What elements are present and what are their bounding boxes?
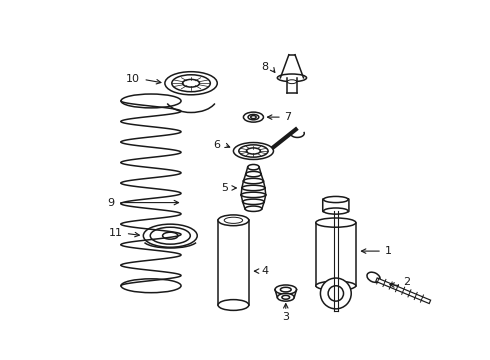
Ellipse shape [316, 218, 356, 227]
Ellipse shape [323, 197, 348, 203]
Ellipse shape [247, 165, 259, 170]
Text: 4: 4 [261, 266, 268, 276]
Ellipse shape [251, 116, 256, 119]
Ellipse shape [248, 114, 259, 120]
Ellipse shape [241, 192, 266, 198]
Ellipse shape [246, 148, 260, 154]
Text: 5: 5 [221, 183, 228, 193]
Ellipse shape [367, 272, 380, 282]
Ellipse shape [320, 278, 351, 309]
Ellipse shape [245, 206, 262, 211]
Ellipse shape [316, 281, 356, 291]
Ellipse shape [150, 227, 190, 244]
Ellipse shape [224, 217, 243, 223]
Ellipse shape [172, 75, 210, 92]
Text: 2: 2 [403, 277, 410, 287]
Ellipse shape [242, 185, 265, 191]
Text: 7: 7 [284, 112, 292, 122]
Ellipse shape [277, 74, 307, 82]
Ellipse shape [121, 94, 181, 108]
Ellipse shape [144, 224, 197, 247]
Text: 10: 10 [125, 75, 140, 84]
Ellipse shape [328, 286, 343, 301]
Text: 3: 3 [282, 311, 289, 321]
Ellipse shape [246, 171, 261, 177]
Ellipse shape [277, 293, 294, 301]
Bar [218, 220, 249, 305]
Ellipse shape [218, 300, 249, 310]
Ellipse shape [280, 287, 291, 292]
Ellipse shape [282, 295, 290, 299]
Ellipse shape [165, 72, 217, 95]
Ellipse shape [239, 145, 268, 157]
Text: 11: 11 [109, 228, 122, 238]
Text: 1: 1 [384, 246, 392, 256]
Text: 9: 9 [108, 198, 115, 208]
Ellipse shape [243, 199, 264, 204]
Ellipse shape [323, 208, 348, 214]
Text: 8: 8 [262, 62, 269, 72]
Ellipse shape [163, 232, 178, 239]
Ellipse shape [121, 279, 181, 293]
Ellipse shape [275, 285, 296, 294]
Bar [316, 222, 356, 286]
Ellipse shape [183, 80, 199, 87]
Ellipse shape [233, 143, 273, 159]
Ellipse shape [218, 215, 249, 226]
Text: 6: 6 [213, 140, 220, 150]
Ellipse shape [244, 178, 264, 184]
FancyBboxPatch shape [323, 199, 349, 212]
Ellipse shape [244, 112, 264, 122]
Ellipse shape [287, 80, 296, 84]
